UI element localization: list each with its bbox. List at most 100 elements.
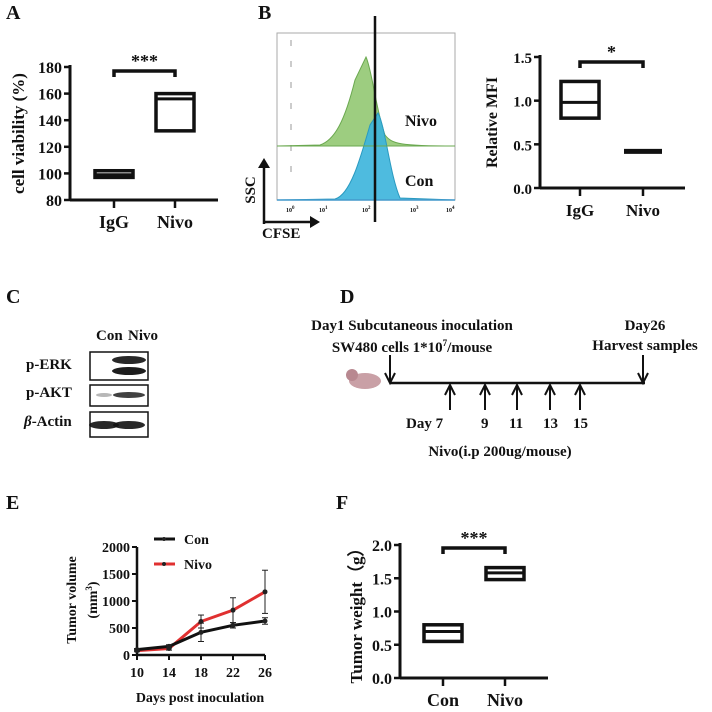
legend-label: Con bbox=[184, 533, 209, 548]
y-tick-label: 0.5 bbox=[372, 638, 392, 655]
band-actin-nivo bbox=[113, 421, 145, 429]
blot-row-actin: β-Actin bbox=[24, 414, 72, 431]
data-point bbox=[262, 618, 268, 624]
blot-lane-con: Con bbox=[96, 328, 123, 344]
band-perk-nivo-lower bbox=[112, 367, 146, 375]
per-mouse-text: /mouse bbox=[447, 340, 493, 356]
panel-label-c: C bbox=[6, 286, 21, 308]
actin-label: -Actin bbox=[31, 414, 72, 430]
histogram-nivo bbox=[276, 55, 456, 147]
x-tick-label: 103 bbox=[410, 206, 419, 214]
arrow-head-icon bbox=[258, 158, 270, 168]
y-tick-label: 1.5 bbox=[513, 51, 532, 67]
panel-label-b: B bbox=[258, 2, 272, 24]
y-tick-label: 2.0 bbox=[372, 538, 392, 555]
y-tick-label: 1.0 bbox=[513, 95, 532, 111]
panel-label-a: A bbox=[6, 2, 21, 24]
arrow-up-icon bbox=[574, 382, 586, 396]
significance-stars: *** bbox=[461, 528, 488, 548]
y-tick-label: 1500 bbox=[102, 568, 130, 583]
y-tick-label: 0.5 bbox=[513, 138, 532, 154]
schedule-end-line2: Harvest samples bbox=[592, 338, 698, 354]
panel-label-f: F bbox=[336, 492, 349, 514]
series-label-nivo: Nivo bbox=[405, 113, 437, 130]
dose-day-13: 13 bbox=[543, 416, 558, 432]
panel-label-e: E bbox=[6, 492, 20, 514]
schedule-start-line1: Day1 Subcutaneous inoculation bbox=[311, 318, 513, 334]
x-axis-label: Days post inoculation bbox=[136, 691, 265, 706]
blot-box bbox=[89, 351, 149, 381]
significance-bracket bbox=[578, 60, 645, 68]
box bbox=[422, 623, 464, 644]
mouse-head-icon bbox=[346, 369, 358, 381]
y-axis-label: cell viability (%) bbox=[9, 73, 28, 194]
arrow-down-icon bbox=[384, 372, 396, 386]
significance-bracket bbox=[441, 546, 507, 554]
y-tick-label: 500 bbox=[109, 622, 130, 637]
data-point bbox=[230, 607, 236, 613]
legend-label: Nivo bbox=[184, 558, 212, 573]
exponent: 7 bbox=[442, 338, 448, 348]
dose-day-9: 9 bbox=[481, 416, 489, 432]
x-tick-label: 102 bbox=[362, 206, 371, 214]
dose-day-15: 15 bbox=[573, 416, 588, 432]
y-tick-label: 2000 bbox=[102, 541, 130, 556]
y-tick-label: 0.0 bbox=[372, 671, 392, 688]
arrow-up-icon bbox=[544, 382, 556, 396]
arrow-down-icon bbox=[637, 372, 649, 386]
y-tick-label: 0.0 bbox=[513, 182, 532, 198]
schedule-start-line2: SW480 cells 1*107/mouse bbox=[272, 338, 552, 357]
y-axis-label: Relative MFI bbox=[484, 77, 501, 168]
x-tick-label: 18 bbox=[194, 666, 208, 681]
legend-marker bbox=[162, 562, 166, 566]
y-tick-label: 120 bbox=[38, 140, 62, 157]
y-tick-label: 160 bbox=[38, 87, 62, 104]
y-tick-label: 1000 bbox=[102, 595, 130, 610]
x-tick-label: Con bbox=[427, 690, 459, 710]
x-tick-label: IgG bbox=[566, 201, 594, 220]
panel-label-d: D bbox=[340, 286, 355, 308]
y-axis-label: SSC bbox=[243, 176, 259, 204]
x-tick-label: 101 bbox=[319, 206, 328, 214]
y-tick-label: 1.0 bbox=[372, 605, 392, 622]
x-tick-label: Nivo bbox=[626, 201, 660, 220]
blot-row-perk: p-ERK bbox=[26, 357, 72, 373]
y-tick-label: 0 bbox=[123, 649, 130, 664]
x-tick-label: 26 bbox=[258, 666, 272, 681]
band-actin-con bbox=[89, 421, 119, 429]
x-axis-label: CFSE bbox=[262, 226, 300, 242]
x-tick-label: Nivo bbox=[157, 212, 193, 232]
significance-bracket bbox=[112, 69, 177, 77]
treatment-label: Nivo(i.p 200ug/mouse) bbox=[428, 444, 572, 460]
arrow-up-icon bbox=[479, 382, 491, 396]
significance-stars: * bbox=[607, 42, 616, 62]
arrow-up-icon bbox=[444, 382, 456, 396]
x-tick-label: 10 bbox=[130, 666, 144, 681]
x-tick-label: Nivo bbox=[487, 690, 523, 710]
y-tick-label: 100 bbox=[38, 166, 62, 183]
band-perk-nivo-upper bbox=[112, 356, 146, 364]
dose-day-7: Day 7 bbox=[406, 416, 444, 432]
blot-lane-nivo: Nivo bbox=[128, 328, 158, 344]
y-tick-label: 140 bbox=[38, 113, 62, 130]
histogram-con bbox=[276, 112, 456, 201]
cells-text: SW480 cells 1*10 bbox=[331, 340, 443, 356]
arrow-head-icon bbox=[310, 216, 320, 228]
series-label-con: Con bbox=[405, 173, 434, 190]
x-tick-label: IgG bbox=[99, 212, 129, 232]
schedule-end-line1: Day26 bbox=[624, 318, 666, 334]
data-point bbox=[166, 643, 172, 649]
y-tick-label: 180 bbox=[38, 60, 62, 77]
significance-stars: *** bbox=[131, 51, 158, 71]
blot-row-pakt: p-AKT bbox=[26, 385, 72, 401]
data-point bbox=[134, 647, 140, 653]
y-tick-label: 1.5 bbox=[372, 571, 392, 588]
data-point bbox=[230, 622, 236, 628]
data-point bbox=[198, 629, 204, 635]
data-point bbox=[262, 589, 268, 595]
x-tick-label: 104 bbox=[446, 206, 455, 214]
legend-marker bbox=[162, 537, 166, 541]
band-pakt-con bbox=[96, 393, 112, 397]
box bbox=[559, 79, 601, 120]
